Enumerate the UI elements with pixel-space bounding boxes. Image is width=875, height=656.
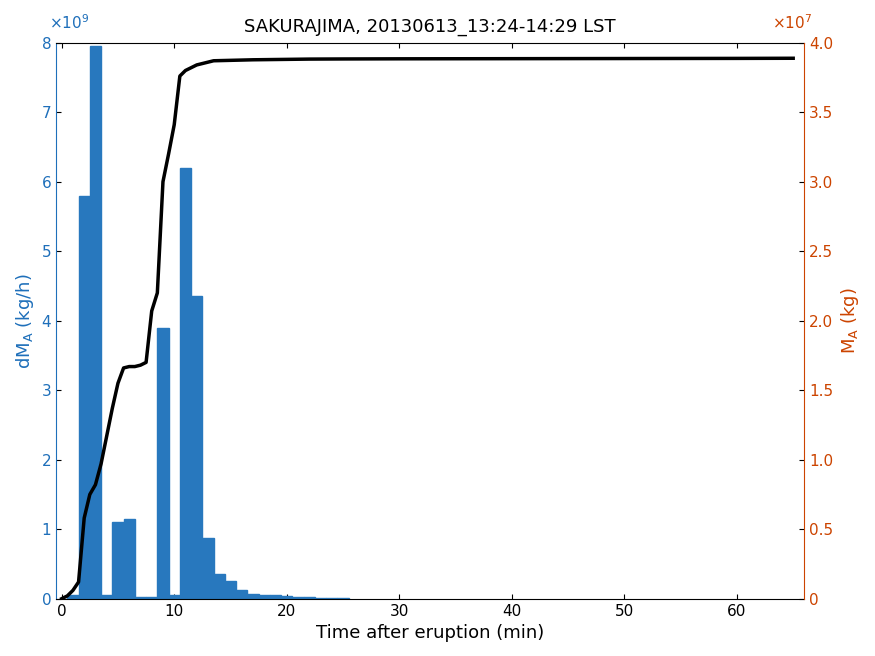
- Bar: [169, 595, 180, 599]
- Bar: [102, 595, 112, 599]
- Bar: [292, 596, 304, 599]
- Bar: [304, 598, 315, 599]
- Text: $\times10^7$: $\times10^7$: [772, 13, 812, 31]
- Bar: [191, 297, 202, 599]
- Bar: [259, 594, 270, 599]
- Bar: [112, 522, 123, 599]
- Bar: [90, 46, 102, 599]
- Y-axis label: $\mathregular{dM_A}$ (kg/h): $\mathregular{dM_A}$ (kg/h): [14, 273, 36, 369]
- Bar: [270, 595, 281, 599]
- Bar: [315, 598, 326, 599]
- Bar: [248, 594, 259, 599]
- Bar: [135, 596, 146, 599]
- Bar: [281, 596, 292, 599]
- Y-axis label: $\mathregular{M_A}$ (kg): $\mathregular{M_A}$ (kg): [839, 287, 861, 354]
- Bar: [67, 595, 79, 599]
- Bar: [326, 598, 338, 599]
- Title: SAKURAJIMA, 20130613_13:24-14:29 LST: SAKURAJIMA, 20130613_13:24-14:29 LST: [244, 18, 616, 36]
- Bar: [180, 168, 191, 599]
- Text: $\times10^9$: $\times10^9$: [49, 13, 89, 31]
- Bar: [123, 519, 135, 599]
- Bar: [202, 537, 214, 599]
- X-axis label: Time after eruption (min): Time after eruption (min): [316, 624, 544, 642]
- Bar: [158, 327, 169, 599]
- Bar: [79, 195, 90, 599]
- Bar: [236, 590, 248, 599]
- Bar: [225, 581, 236, 599]
- Bar: [146, 598, 158, 599]
- Bar: [214, 575, 225, 599]
